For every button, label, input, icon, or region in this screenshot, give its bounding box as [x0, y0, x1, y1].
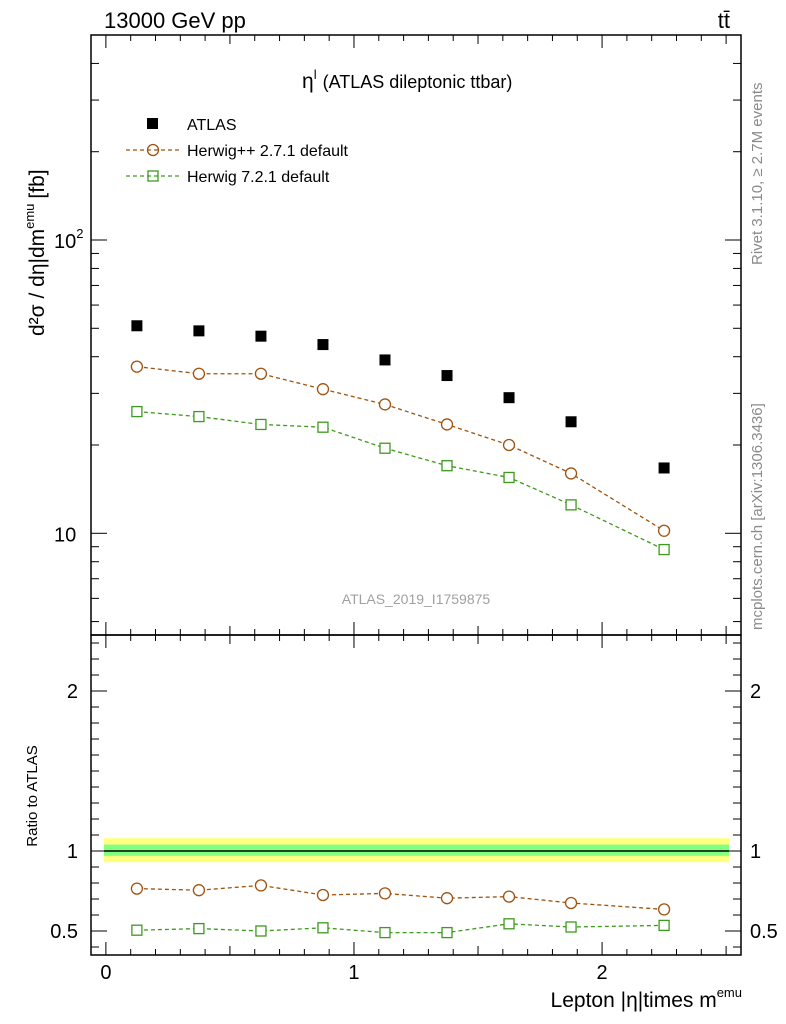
- main-series-point-0: [193, 325, 205, 337]
- main-series-point-2: [503, 471, 515, 484]
- x-axis-label: Lepton |η|times memu: [551, 985, 742, 1012]
- main-series-point-1: [130, 360, 144, 373]
- ratio-series-point-0: [502, 890, 516, 903]
- x-tick-label: 2: [597, 962, 608, 984]
- rivet-label: Rivet 3.1.10, ≥ 2.7M events: [749, 83, 766, 266]
- process-label: tt̄: [718, 8, 730, 33]
- ratio-series-point-0: [316, 888, 330, 902]
- ratio-series-point-1: [565, 921, 577, 933]
- ratio-band-inner: [104, 844, 729, 856]
- main-series-line-1: [136, 365, 665, 532]
- ratio-series-line-0: [136, 884, 665, 911]
- ratio-y-tick-label-right: 2: [750, 681, 761, 703]
- main-series-point-2: [565, 499, 577, 511]
- ratio-series-point-0: [130, 882, 144, 895]
- legend-marker-herwigpp: [146, 143, 160, 157]
- legend-marker-atlas: [147, 118, 158, 129]
- main-series-point-0: [317, 339, 329, 351]
- main-series-point-1: [192, 367, 206, 380]
- legend: ATLAS Herwig++ 2.7.1 default Herwig 7.2.…: [126, 117, 349, 186]
- main-series-point-0: [503, 392, 515, 404]
- main-series-point-0: [379, 354, 391, 366]
- title-rest: (ATLAS dileptonic ttbar): [323, 72, 513, 92]
- ratio-series-line-1: [136, 923, 665, 934]
- main-series-point-1: [440, 418, 454, 431]
- x-tick-label: 1: [348, 962, 359, 984]
- ratio-series-point-0: [192, 884, 206, 897]
- legend-label-herwigpp: Herwig++ 2.7.1 default: [187, 143, 349, 160]
- ratio-y-tick-label-right: 1: [750, 841, 761, 863]
- main-series-point-1: [254, 367, 268, 380]
- ratio-axis-label: Ratio to ATLAS: [24, 745, 41, 846]
- ratio-y-tick-label: 2: [67, 681, 78, 703]
- ratio-series-point-1: [379, 926, 391, 939]
- main-series-point-2: [379, 442, 391, 454]
- energy-label: 13000 GeV pp: [104, 8, 246, 33]
- main-series-point-2: [193, 410, 205, 423]
- legend-label-herwig7: Herwig 7.2.1 default: [187, 169, 330, 186]
- ratio-panel: Ratio to ATLAS: [24, 745, 41, 846]
- legend-label-atlas: ATLAS: [187, 117, 237, 134]
- main-series-point-2: [131, 405, 143, 418]
- main-series-point-1: [378, 398, 392, 411]
- main-series-point-1: [657, 524, 671, 537]
- ratio-series-point-1: [255, 925, 267, 937]
- ratio-series-point-1: [441, 926, 453, 939]
- ratio-series-point-0: [657, 903, 671, 916]
- main-series-point-1: [502, 438, 516, 452]
- y-tick-label: 10: [54, 524, 76, 546]
- ratio-series-point-0: [378, 887, 392, 900]
- ratio-y-tick-label-right: 0.5: [750, 921, 778, 943]
- ratio-series-point-1: [317, 922, 329, 934]
- plot-title: ηl (ATLAS dileptonic ttbar): [302, 67, 512, 93]
- ratio-y-tick-label: 1: [67, 841, 78, 863]
- ratio-frame: [90, 634, 742, 956]
- main-panel: ATLAS_2019_I1759875 ηl (ATLAS dileptonic …: [22, 67, 512, 607]
- ratio-series-point-1: [658, 919, 670, 932]
- ratio-series-point-1: [503, 918, 515, 930]
- ratio-y-tick-label: 0.5: [50, 921, 78, 943]
- title-symbol: η: [302, 70, 314, 93]
- y-tick-label: 102: [54, 226, 83, 253]
- main-series-point-1: [564, 467, 578, 480]
- main-series-line-2: [136, 410, 665, 551]
- main-series-point-2: [658, 543, 670, 556]
- main-series-point-1: [316, 383, 330, 396]
- main-series-point-0: [255, 330, 267, 342]
- main-series-point-0: [131, 320, 143, 332]
- main-series-point-2: [441, 460, 453, 472]
- main-series-point-2: [255, 418, 267, 431]
- analysis-id: ATLAS_2019_I1759875: [342, 591, 491, 607]
- mcplots-label: mcplots.cern.ch [arXiv:1306.3436]: [749, 403, 766, 630]
- ratio-series-point-0: [254, 879, 268, 892]
- legend-marker-herwig7: [147, 170, 159, 182]
- main-series-point-2: [317, 421, 329, 433]
- main-series-point-0: [565, 416, 577, 428]
- x-tick-label: 0: [100, 962, 111, 984]
- ratio-series-point-1: [131, 924, 143, 936]
- main-series-point-0: [658, 462, 670, 474]
- title-sup: l: [314, 67, 317, 82]
- y-axis-label: d²σ / dη|dmemu[fb]: [22, 169, 49, 336]
- ratio-series-point-0: [440, 892, 454, 905]
- ratio-series-point-1: [193, 922, 205, 935]
- ratio-series-point-0: [564, 896, 578, 910]
- main-series-point-0: [441, 370, 453, 382]
